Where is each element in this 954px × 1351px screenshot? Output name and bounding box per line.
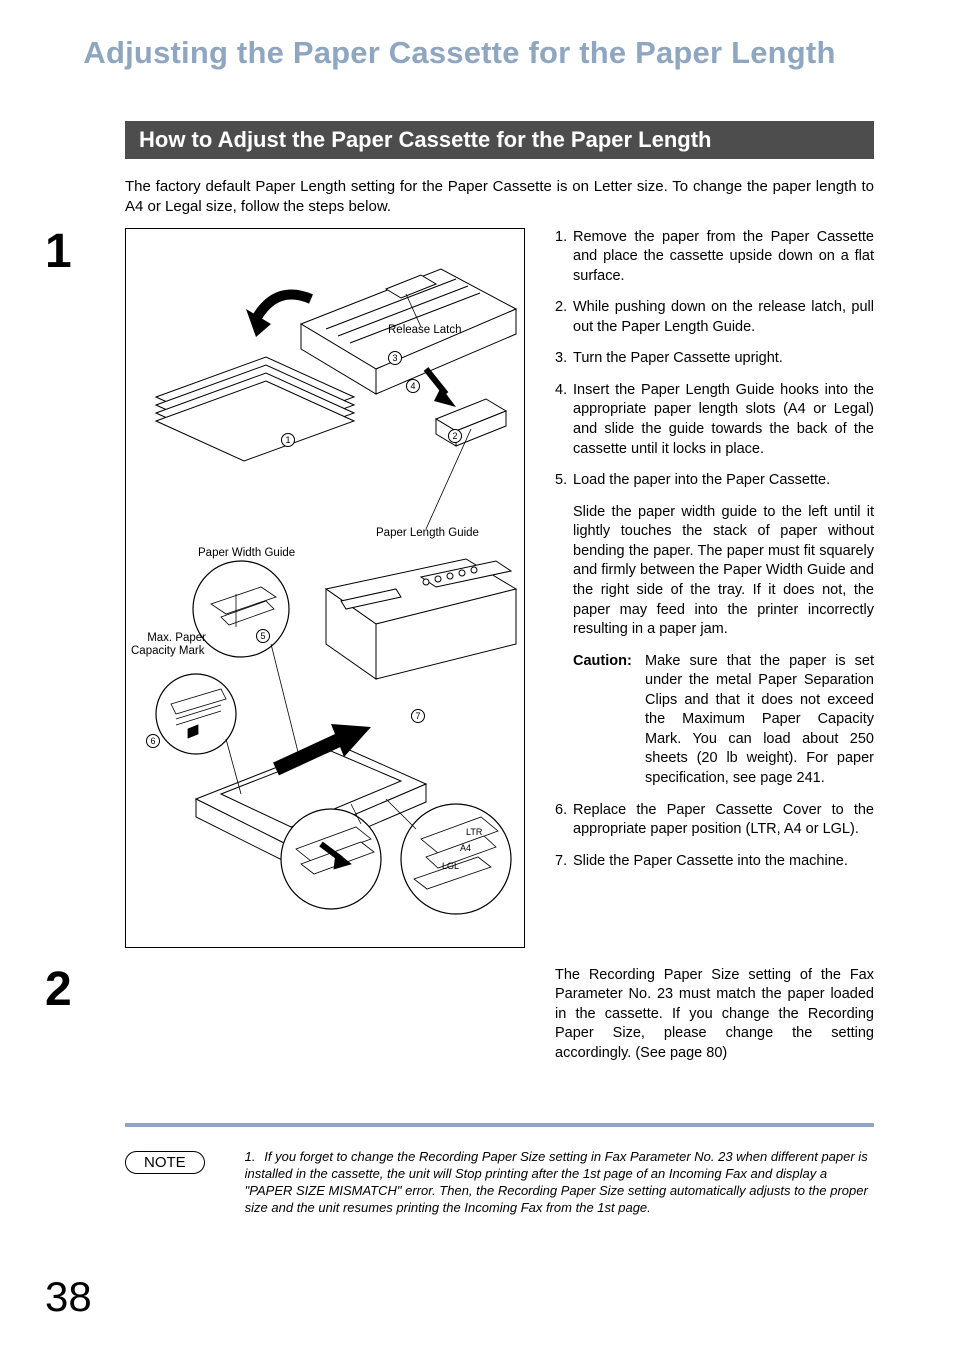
instruction-5-num: 5.: [555, 471, 573, 788]
instruction-6-num: 6.: [555, 801, 573, 840]
lgl-label: LGL: [442, 861, 459, 871]
note-number: 1.: [245, 1149, 261, 1166]
paper-width-guide-label: Paper Width Guide: [198, 547, 295, 559]
diagram-marker-1: 1: [281, 433, 295, 447]
diagram-upper-svg: [126, 229, 525, 549]
instruction-5-text: Load the paper into the Paper Cassette. …: [573, 471, 874, 788]
note-label: NOTE: [125, 1151, 205, 1174]
divider-rule: [125, 1123, 874, 1127]
step-2-text: The Recording Paper Size setting of the …: [125, 966, 874, 1064]
max-capacity-label-2: Capacity Mark: [131, 645, 205, 657]
caution-text: Make sure that the paper is set under th…: [645, 652, 874, 789]
instruction-6-text: Replace the Paper Cassette Cover to the …: [573, 801, 874, 840]
page-title: Adjusting the Paper Cassette for the Pap…: [45, 35, 874, 71]
note-text-content: If you forget to change the Recording Pa…: [245, 1149, 868, 1215]
diagram-marker-7: 7: [411, 709, 425, 723]
instruction-3-num: 3.: [555, 349, 573, 369]
step-2-row: 2 The Recording Paper Size setting of th…: [45, 966, 874, 1064]
instruction-2-text: While pushing down on the release latch,…: [573, 298, 874, 337]
note-row: NOTE 1. If you forget to change the Reco…: [125, 1149, 874, 1217]
section-heading: How to Adjust the Paper Cassette for the…: [125, 121, 874, 159]
instruction-1-num: 1.: [555, 228, 573, 287]
diagram-marker-3: 3: [388, 351, 402, 365]
instruction-5-main: Load the paper into the Paper Cassette.: [573, 472, 830, 488]
instruction-4-text: Insert the Paper Length Guide hooks into…: [573, 381, 874, 459]
ltr-label: LTR: [466, 827, 482, 837]
instruction-5: 5. Load the paper into the Paper Cassett…: [555, 471, 874, 788]
intro-paragraph: The factory default Paper Length setting…: [125, 177, 874, 218]
instruction-4: 4. Insert the Paper Length Guide hooks i…: [555, 381, 874, 459]
instruction-7-num: 7.: [555, 852, 573, 872]
instruction-7: 7. Slide the Paper Cassette into the mac…: [555, 852, 874, 872]
diagram-marker-4: 4: [406, 379, 420, 393]
step-2-number: 2: [45, 966, 125, 1014]
diagram-lower-svg: [126, 549, 525, 948]
step-1-number: 1: [45, 228, 125, 276]
cassette-diagram: Release Latch Paper Length Guide 1 2 3 4: [125, 228, 525, 948]
instructions-column: 1. Remove the paper from the Paper Casse…: [525, 228, 874, 884]
paper-length-guide-label: Paper Length Guide: [376, 527, 479, 539]
max-capacity-label-1: Max. Paper: [141, 632, 206, 644]
diagram-marker-6: 6: [146, 734, 160, 748]
instruction-7-text: Slide the Paper Cassette into the machin…: [573, 852, 874, 872]
caution-label: Caution:: [573, 652, 645, 789]
instruction-2: 2. While pushing down on the release lat…: [555, 298, 874, 337]
page-number: 38: [45, 1273, 92, 1321]
diagram-marker-5: 5: [256, 629, 270, 643]
diagram-column: Release Latch Paper Length Guide 1 2 3 4: [125, 228, 525, 948]
instruction-4-num: 4.: [555, 381, 573, 459]
instruction-3-text: Turn the Paper Cassette upright.: [573, 349, 874, 369]
release-latch-label: Release Latch: [388, 324, 462, 336]
caution-row: Caution: Make sure that the paper is set…: [573, 652, 874, 789]
a4-label: A4: [460, 843, 471, 853]
instruction-6: 6. Replace the Paper Cassette Cover to t…: [555, 801, 874, 840]
instruction-1: 1. Remove the paper from the Paper Casse…: [555, 228, 874, 287]
note-body: 1. If you forget to change the Recording…: [245, 1149, 874, 1217]
step-1-row: 1: [45, 228, 874, 948]
instruction-5-sub: Slide the paper width guide to the left …: [573, 503, 874, 640]
instruction-3: 3. Turn the Paper Cassette upright.: [555, 349, 874, 369]
instruction-list: 1. Remove the paper from the Paper Casse…: [555, 228, 874, 872]
diagram-marker-2: 2: [448, 429, 462, 443]
instruction-2-num: 2.: [555, 298, 573, 337]
instruction-1-text: Remove the paper from the Paper Cassette…: [573, 228, 874, 287]
